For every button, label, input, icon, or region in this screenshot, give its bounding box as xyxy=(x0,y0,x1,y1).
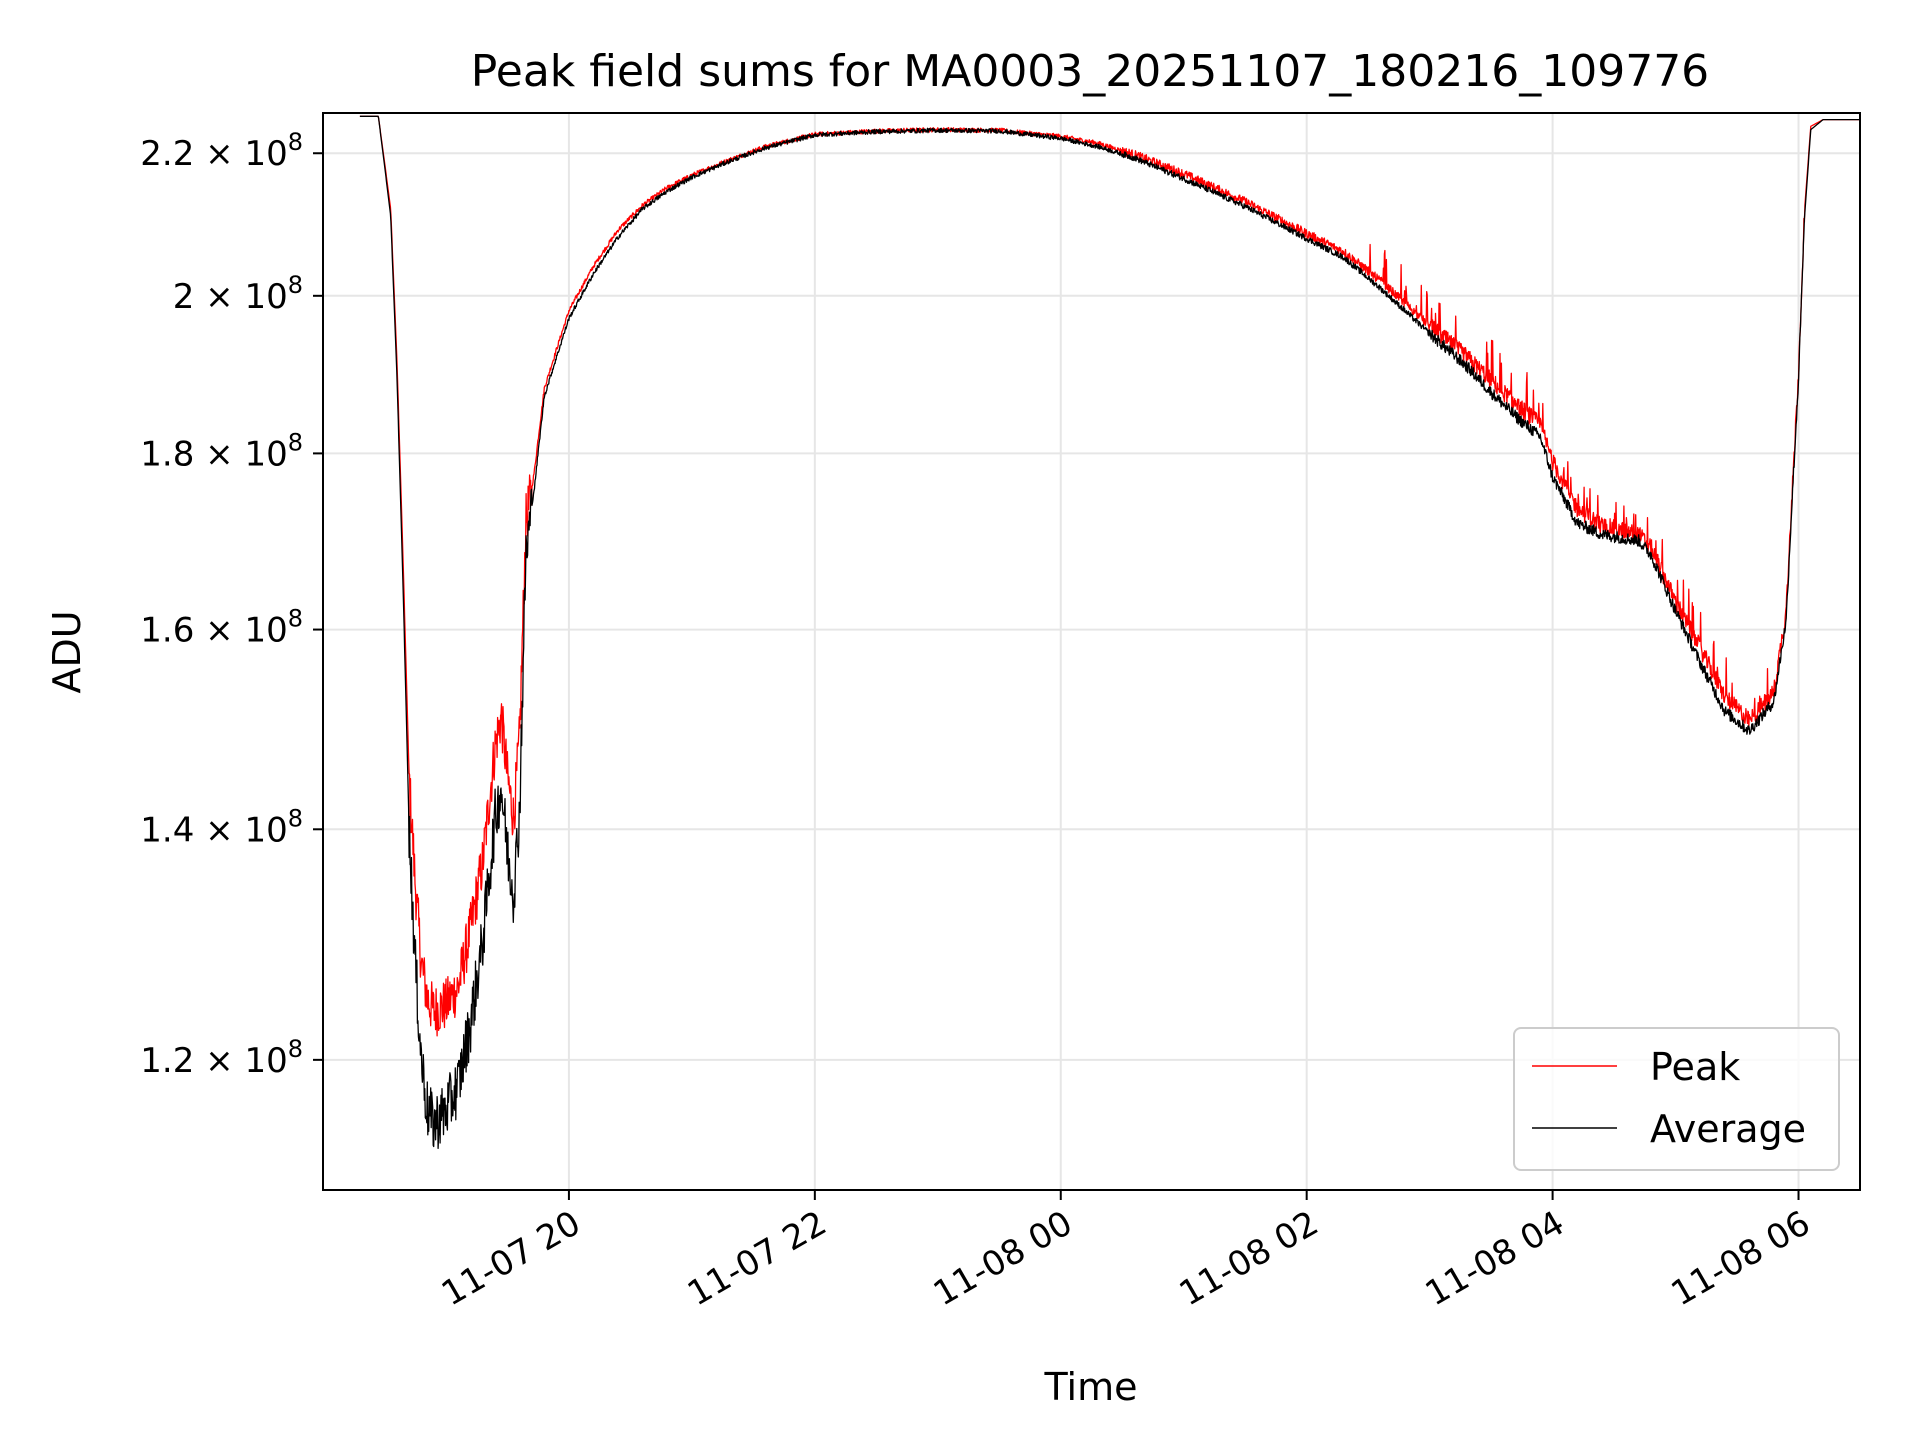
plot-series xyxy=(359,115,1860,1150)
legend-box xyxy=(1513,1027,1840,1171)
legend: Peak Average xyxy=(1513,1027,1840,1171)
y-tick-label: 2.2 × 108 xyxy=(140,128,303,174)
y-axis-label: ADU xyxy=(45,610,89,693)
plot-frame xyxy=(322,112,1861,1191)
y-tick-label: 1.4 × 108 xyxy=(140,804,303,850)
y-tick-label: 1.6 × 108 xyxy=(140,605,303,651)
y-axis: 1.2 × 108 1.4 × 108 1.6 × 108 1.8 × 108 2 × … xyxy=(140,128,323,1081)
legend-label-average: Average xyxy=(1650,1107,1806,1151)
x-axis-label: Time xyxy=(1044,1365,1138,1409)
y-tick-label: 1.2 × 108 xyxy=(140,1035,303,1081)
legend-label-peak: Peak xyxy=(1650,1045,1740,1089)
y-tick-label: 2 × 108 xyxy=(173,271,303,317)
chart-title: Peak field sums for MA0003_20251107_1802… xyxy=(471,46,1709,97)
y-tick-label: 1.8 × 108 xyxy=(140,428,303,474)
series-line-average xyxy=(359,115,1860,1150)
grid xyxy=(323,113,1860,1190)
